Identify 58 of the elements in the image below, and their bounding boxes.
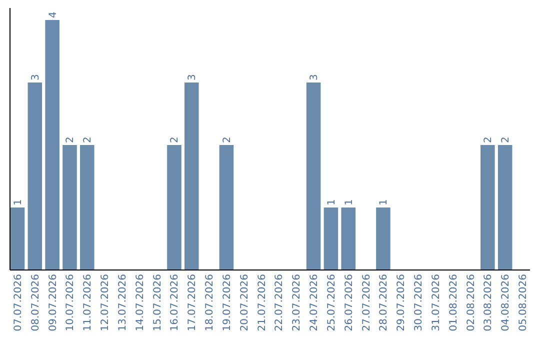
data-label: 2 xyxy=(500,136,512,143)
x-tick-label: 02.08.2026 xyxy=(466,274,477,332)
data-label: 3 xyxy=(187,74,198,80)
x-tick-label: 25.07.2026 xyxy=(326,274,338,332)
x-tick-label: 27.07.2026 xyxy=(361,274,372,332)
x-tick-label: 10.07.2026 xyxy=(65,274,76,332)
bar xyxy=(62,145,77,270)
x-tick-label: 15.07.2026 xyxy=(152,274,164,332)
x-tick-label: 30.07.2026 xyxy=(414,274,425,332)
data-label: 2 xyxy=(65,136,76,143)
bar xyxy=(480,145,495,270)
x-tick-label: 14.07.2026 xyxy=(134,274,146,332)
bar xyxy=(167,145,182,270)
bar xyxy=(184,82,199,270)
x-tick-label: 19.07.2026 xyxy=(222,274,233,332)
x-tick-label: 31.07.2026 xyxy=(430,274,442,332)
x-tick-label: 07.07.2026 xyxy=(12,274,24,332)
x-tick-label: 08.07.2026 xyxy=(30,274,42,332)
bar xyxy=(45,20,60,270)
data-label: 2 xyxy=(82,136,94,143)
bar xyxy=(324,208,338,270)
data-label: 1 xyxy=(326,199,338,206)
data-label: 3 xyxy=(309,74,320,80)
x-tick-label: 23.07.2026 xyxy=(292,274,303,332)
bar xyxy=(80,145,94,270)
x-tick-label: 26.07.2026 xyxy=(344,274,355,332)
x-tick-label: 20.07.2026 xyxy=(239,274,250,332)
x-tick-label: 01.08.2026 xyxy=(448,274,460,332)
bar xyxy=(28,82,42,270)
x-tick-label: 05.08.2026 xyxy=(518,274,530,332)
data-label: 1 xyxy=(378,199,390,206)
x-tick-label: 16.07.2026 xyxy=(170,274,181,332)
data-label: 1 xyxy=(344,199,355,206)
bar xyxy=(341,208,356,270)
x-tick-label: 18.07.2026 xyxy=(204,274,216,332)
x-tick-label: 17.07.2026 xyxy=(187,274,198,332)
x-tick-label: 09.07.2026 xyxy=(48,274,59,332)
x-tick-label: 03.08.2026 xyxy=(483,274,494,332)
bar xyxy=(306,82,321,270)
data-label: 2 xyxy=(170,136,181,143)
x-tick-label: 04.08.2026 xyxy=(500,274,512,332)
data-label: 3 xyxy=(30,74,42,80)
data-label: 4 xyxy=(48,12,59,18)
bar xyxy=(219,145,234,270)
bar xyxy=(498,145,512,270)
x-tick-label: 24.07.2026 xyxy=(309,274,320,332)
data-label: 1 xyxy=(12,199,24,206)
x-tick-label: 21.07.2026 xyxy=(256,274,268,332)
x-tick-label: 28.07.2026 xyxy=(378,274,390,332)
x-tick-label: 12.07.2026 xyxy=(100,274,112,332)
x-tick-label: 13.07.2026 xyxy=(117,274,128,332)
data-label: 2 xyxy=(222,136,233,143)
data-label: 2 xyxy=(483,136,494,143)
bar xyxy=(10,208,25,270)
x-tick-label: 22.07.2026 xyxy=(274,274,286,332)
x-tick-label: 29.07.2026 xyxy=(396,274,408,332)
bar xyxy=(376,208,390,270)
x-tick-label: 11.07.2026 xyxy=(82,274,94,332)
